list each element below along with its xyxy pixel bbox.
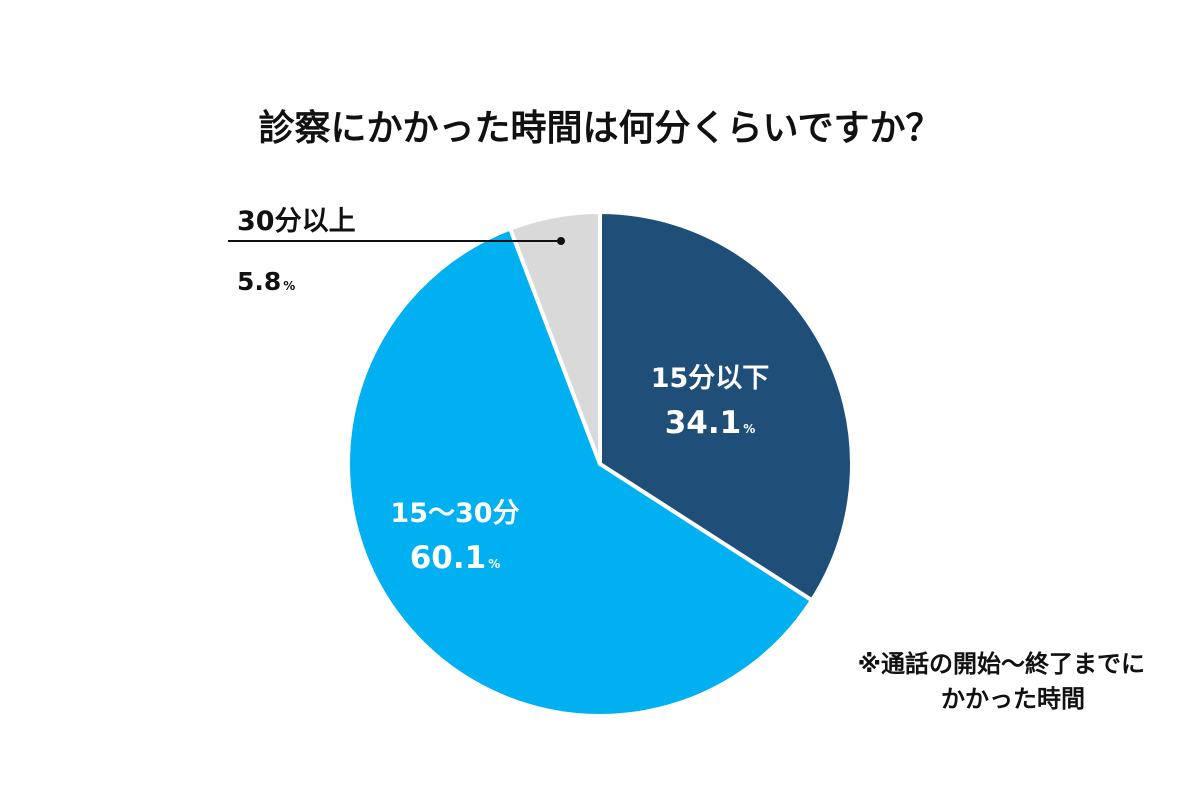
pie-slice-2 — [508, 210, 602, 466]
slice-label-15min-or-less: 15分以下 — [651, 363, 770, 394]
footnote-line-1: ※通話の開始〜終了までに — [858, 650, 1145, 678]
callout-dot — [557, 237, 565, 245]
percent-unit: % — [743, 422, 755, 436]
slice-value-number: 5.8 — [237, 267, 281, 296]
slice-value-30min-or-more: 5.8% — [237, 267, 295, 296]
pie-slices — [346, 210, 854, 718]
chart-title: 診察にかかった時間は何分くらいですか？ — [259, 108, 942, 149]
slice-value-number: 60.1 — [410, 540, 487, 576]
slice-value-15-30min: 60.1% — [410, 540, 501, 576]
pie-slice-1 — [346, 226, 814, 718]
percent-unit: % — [283, 279, 295, 293]
slice-label-30min-or-more: 30分以上 — [237, 206, 356, 237]
footnote-line-2: かかった時間 — [941, 685, 1085, 713]
slice-label-15-30min: 15〜30分 — [390, 498, 519, 529]
slice-value-15min-or-less: 34.1% — [665, 405, 756, 441]
slice-value-number: 34.1 — [665, 405, 742, 441]
percent-unit: % — [488, 557, 500, 571]
